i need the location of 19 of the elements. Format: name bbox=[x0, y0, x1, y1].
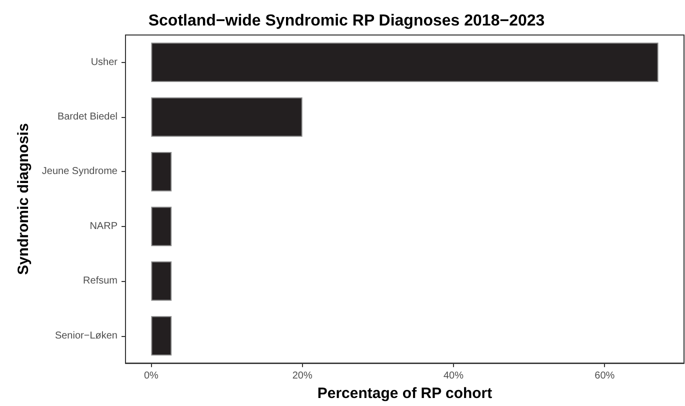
bar bbox=[151, 261, 172, 301]
chart-title: Scotland−wide Syndromic RP Diagnoses 2018−2023 bbox=[148, 12, 545, 30]
y-tick-label: Senior−Løken bbox=[54, 330, 118, 342]
y-tick-label: Refsum bbox=[83, 276, 118, 287]
bar bbox=[151, 97, 302, 137]
x-tick-label: 0% bbox=[144, 370, 159, 382]
x-tick-label: 20% bbox=[292, 370, 312, 382]
y-axis-title: Syndromic diagnosis bbox=[15, 123, 32, 275]
bar bbox=[151, 206, 172, 246]
y-tick-label: Bardet Biedel bbox=[57, 112, 118, 123]
x-tick-label: 60% bbox=[594, 370, 615, 382]
y-tick-label: Jeune Syndrome bbox=[42, 166, 118, 178]
bar bbox=[151, 152, 172, 192]
x-tick-label: 40% bbox=[443, 370, 464, 382]
y-tick-label: Usher bbox=[90, 56, 118, 68]
x-axis-title: Percentage of RP cohort bbox=[317, 385, 492, 402]
bar bbox=[151, 316, 172, 356]
y-tick-label: NARP bbox=[90, 220, 118, 232]
bar bbox=[151, 42, 658, 82]
